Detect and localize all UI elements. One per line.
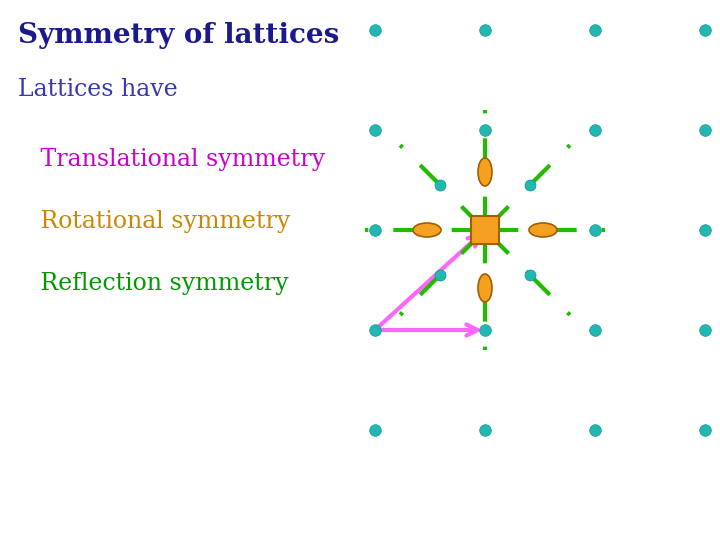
Ellipse shape xyxy=(529,223,557,237)
Point xyxy=(369,426,381,434)
Point xyxy=(699,126,711,134)
Point xyxy=(480,126,491,134)
Text: Translational symmetry: Translational symmetry xyxy=(18,148,325,171)
Point xyxy=(589,126,600,134)
Text: Lattices have: Lattices have xyxy=(18,78,178,101)
Ellipse shape xyxy=(413,223,441,237)
Point xyxy=(589,226,600,234)
Point xyxy=(369,326,381,334)
Point xyxy=(589,326,600,334)
Text: Symmetry of lattices: Symmetry of lattices xyxy=(18,22,339,49)
Point xyxy=(524,181,536,190)
Text: Rotational symmetry: Rotational symmetry xyxy=(18,210,290,233)
Point xyxy=(480,26,491,35)
Point xyxy=(699,226,711,234)
Ellipse shape xyxy=(478,274,492,302)
Text: Reflection symmetry: Reflection symmetry xyxy=(18,272,289,295)
Point xyxy=(369,26,381,35)
Point xyxy=(589,26,600,35)
Ellipse shape xyxy=(478,158,492,186)
Point xyxy=(480,326,491,334)
Bar xyxy=(471,216,499,244)
Point xyxy=(434,271,446,279)
Point xyxy=(480,426,491,434)
Point xyxy=(699,26,711,35)
Point xyxy=(369,226,381,234)
Point xyxy=(589,426,600,434)
Point xyxy=(434,181,446,190)
Point xyxy=(524,271,536,279)
Point xyxy=(369,126,381,134)
Point xyxy=(699,426,711,434)
Point xyxy=(699,326,711,334)
